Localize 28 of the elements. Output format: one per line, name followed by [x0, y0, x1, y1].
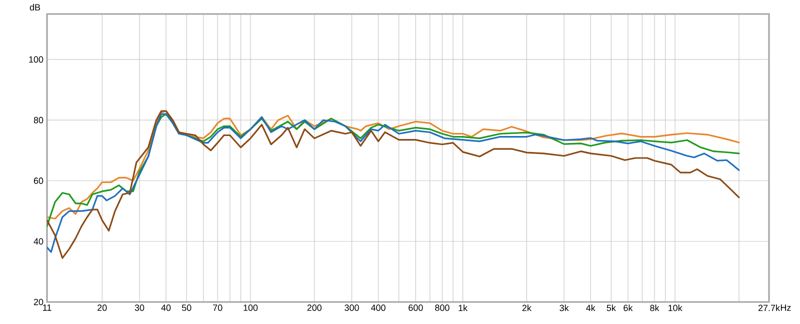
x-tick-label: 3k: [560, 304, 569, 312]
x-tick-label: 4k: [586, 304, 596, 312]
x-tick-label: 30: [134, 304, 144, 311]
x-tick-label: 11: [43, 304, 52, 311]
y-tick-label: 80: [34, 116, 44, 124]
x-tick-label: 10k: [668, 304, 682, 312]
x-tick-label: 40: [161, 304, 171, 311]
y-tick-label: 60: [34, 178, 44, 184]
x-tick-label: 600: [408, 304, 423, 311]
x-tick-label: 800: [435, 304, 450, 311]
x-tick-label: 2k: [522, 304, 532, 312]
x-tick-label: 400: [371, 304, 386, 311]
y-tick-label: 40: [34, 238, 44, 245]
x-tick-label: 1k: [458, 304, 468, 312]
y-tick-label: 100: [29, 56, 44, 63]
x-tick-label: 50: [182, 304, 192, 311]
x-tick-label: 27.7k: [758, 304, 780, 312]
x-tick-label: 5k: [606, 304, 616, 312]
x-tick-label: 8k: [650, 304, 660, 312]
x-tick-label: 300: [344, 304, 359, 311]
y-tick-label: 20: [34, 298, 44, 306]
x-tick-label: 20: [98, 304, 107, 311]
x-tick-label: 100: [244, 304, 258, 311]
y-axis-title: dB: [30, 4, 40, 10]
x-tick-label: 6k: [624, 304, 633, 312]
x-tick-label: 200: [307, 304, 322, 311]
x-axis-title: Hz: [780, 304, 791, 311]
x-tick-label: 70: [213, 304, 222, 311]
